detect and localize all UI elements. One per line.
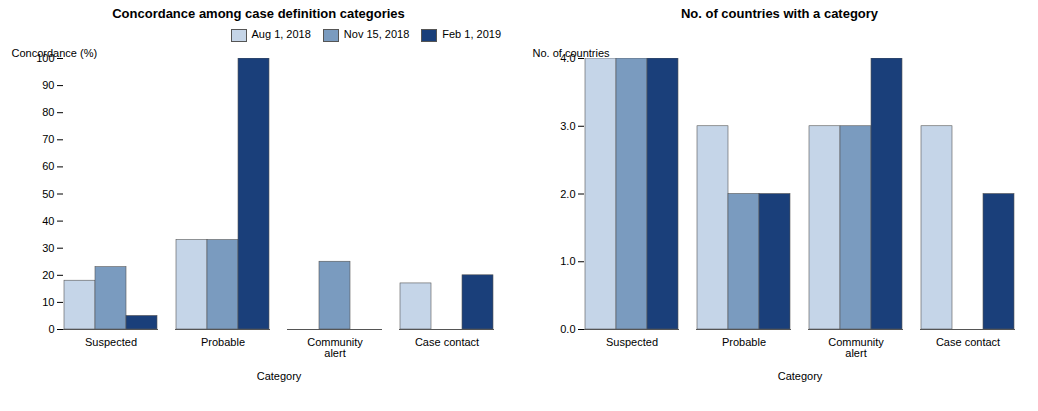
svg-text:10: 10 — [42, 296, 54, 308]
svg-text:2.0: 2.0 — [560, 188, 575, 200]
svg-text:Communityalert: Communityalert — [828, 336, 884, 359]
svg-text:1.0: 1.0 — [560, 255, 575, 267]
html-text:Concordance among case definit: Concordance among case definition catego… — [112, 6, 405, 21]
html-text:Feb 1, 2019: Feb 1, 2019 — [442, 28, 501, 41]
svg-text:3.0: 3.0 — [560, 120, 575, 132]
svg-text:70: 70 — [42, 133, 54, 145]
svg-text:Suspected: Suspected — [85, 336, 137, 348]
svg-text:60: 60 — [42, 160, 54, 172]
svg-text:Category: Category — [778, 370, 823, 382]
svg-text:Communityalert: Communityalert — [307, 336, 363, 359]
svg-text:Probable: Probable — [201, 336, 245, 348]
svg-text:20: 20 — [42, 269, 54, 281]
svg-text:90: 90 — [42, 79, 54, 91]
svg-text:Category: Category — [257, 370, 302, 382]
svg-text:40: 40 — [42, 215, 54, 227]
svg-text:80: 80 — [42, 106, 54, 118]
svg-text:0: 0 — [48, 323, 54, 335]
html-text:No. of countries with a catego: No. of countries with a category — [680, 6, 879, 21]
html-text:Aug 1, 2018: Aug 1, 2018 — [251, 28, 311, 41]
svg-text:0.0: 0.0 — [560, 323, 575, 335]
svg-text:Case contact: Case contact — [415, 336, 479, 348]
html-text:Nov 15, 2018: Nov 15, 2018 — [343, 28, 410, 41]
svg-text:30: 30 — [42, 242, 54, 254]
svg-text:Suspected: Suspected — [606, 336, 658, 348]
svg-text:No. of countries: No. of countries — [533, 47, 611, 59]
svg-text:Probable: Probable — [722, 336, 766, 348]
svg-text:Case contact: Case contact — [936, 336, 1000, 348]
svg-text:Concordance (%): Concordance (%) — [12, 47, 98, 59]
svg-text:50: 50 — [42, 188, 54, 200]
